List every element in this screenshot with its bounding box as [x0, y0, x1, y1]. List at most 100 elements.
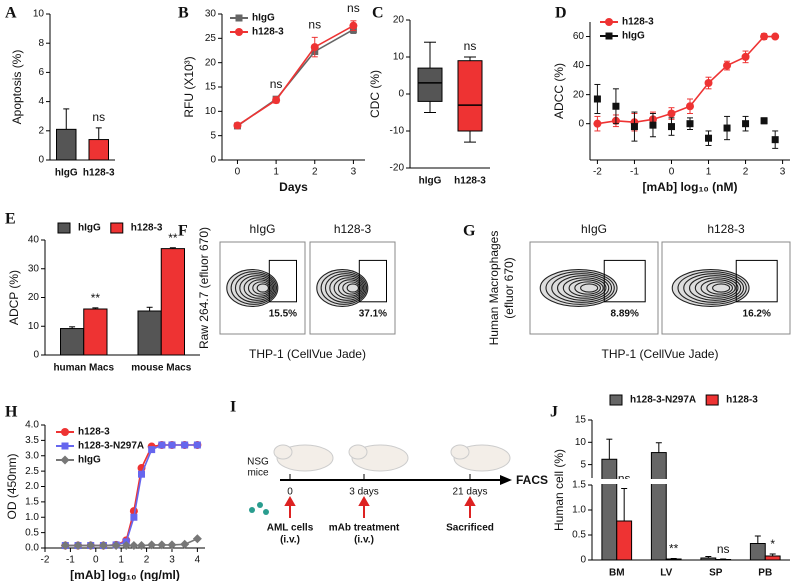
contour — [694, 277, 739, 299]
x-tick-label: 3 — [780, 167, 786, 178]
legend-swatch — [110, 222, 124, 234]
marker — [593, 95, 601, 103]
y-tick-label: 3.0 — [25, 450, 39, 461]
y-tick-label: 0 — [38, 155, 44, 166]
y-tick-label: 10 — [33, 9, 45, 20]
contour — [346, 283, 360, 293]
panel-letter: D — [555, 5, 567, 22]
annotation: ns — [464, 39, 477, 53]
y-axis-label: OD (450nm) — [5, 453, 19, 519]
marker — [168, 441, 176, 449]
marker — [667, 109, 676, 118]
marker — [192, 534, 202, 544]
panel-letter: F — [178, 223, 188, 240]
bar — [764, 555, 781, 561]
timeline-ticks — [289, 474, 471, 480]
axis-break — [586, 479, 790, 484]
gate-percent: 15.5% — [269, 308, 297, 319]
marker — [73, 541, 83, 551]
x-tick-label: 4 — [195, 555, 201, 566]
y-tick-label: 0.5 — [572, 530, 586, 541]
panel-letter: C — [372, 5, 384, 22]
marker — [630, 123, 638, 131]
event-label: mAb treatment — [329, 523, 400, 534]
y-tick-label: 40 — [28, 235, 40, 246]
y-tick-label: 10 — [575, 437, 587, 448]
x-tick-label: -1 — [66, 555, 75, 566]
marker — [605, 32, 613, 40]
marker — [61, 442, 69, 450]
error-bar — [169, 247, 176, 249]
bar — [601, 458, 618, 561]
y-tick-label: 10 — [205, 106, 217, 117]
gate-percent: 16.2% — [743, 308, 771, 319]
contour — [234, 273, 276, 303]
marker — [130, 513, 138, 521]
contour — [333, 277, 364, 299]
marker — [686, 120, 694, 128]
y-tick-label: 0 — [210, 155, 216, 166]
marker — [60, 541, 70, 551]
mouse-label: mice — [247, 468, 269, 479]
bar — [137, 310, 162, 356]
error-bar — [705, 556, 712, 558]
annotation: ns — [92, 110, 105, 124]
marker — [157, 540, 167, 550]
x-tick-label: human Macs — [53, 363, 114, 374]
contour — [574, 281, 601, 295]
x-tick-label: PB — [758, 568, 772, 579]
x-tick-label: -2 — [41, 555, 50, 566]
y-tick-label: 30 — [205, 9, 217, 20]
y-axis-label: Human cell (%) — [552, 449, 566, 531]
contour — [551, 273, 613, 303]
error-bar — [69, 326, 76, 329]
gate-percent: 8.89% — [611, 308, 639, 319]
y-tick-label: 20 — [28, 292, 40, 303]
x-tick-label: 0 — [235, 167, 241, 178]
panel-letter: H — [5, 404, 18, 421]
marker — [137, 541, 147, 551]
y-tick-label: 8 — [38, 38, 44, 49]
event-label: (i.v.) — [280, 535, 300, 546]
marker — [158, 441, 166, 449]
bar — [700, 557, 717, 561]
y-axis-label: Human Macrophages — [487, 231, 501, 346]
marker — [760, 32, 769, 41]
y-tick-label: 60 — [573, 31, 585, 42]
error-bar — [621, 488, 628, 521]
contour — [239, 275, 275, 301]
contour — [256, 283, 270, 293]
bar — [665, 558, 682, 561]
time-label: 3 days — [349, 487, 378, 498]
contour — [706, 281, 733, 295]
error-bar — [92, 307, 99, 309]
marker — [60, 455, 70, 465]
contour — [247, 279, 272, 297]
legend-label: h128-3 — [622, 17, 654, 28]
series-line — [237, 28, 354, 127]
y-axis-label: ADCP (%) — [7, 270, 21, 325]
marker — [771, 32, 780, 41]
y-tick-label: 10 — [28, 321, 40, 332]
y-tick-label: 15 — [575, 415, 587, 426]
marker — [147, 540, 157, 550]
contour — [329, 275, 365, 301]
y-tick-label: 0.0 — [25, 543, 39, 554]
annotation: ** — [669, 542, 679, 556]
marker — [704, 79, 713, 88]
box — [417, 67, 443, 102]
x-tick-label: LV — [660, 568, 672, 579]
contour — [230, 271, 278, 305]
x-tick-label: hIgG — [55, 168, 78, 179]
error-bar — [606, 438, 613, 460]
x-tick-label: 1 — [118, 555, 124, 566]
y-tick-label: 20 — [393, 15, 405, 26]
y-axis-label: Raw 264.7 (efluor 670) — [197, 227, 211, 349]
contour — [700, 279, 736, 297]
x-axis-label: [mAb] log₁₀ (ng/ml) — [70, 568, 180, 581]
timeline-panel: I NSG mice FACS 0 3 days 21 days AML cel… — [230, 399, 548, 546]
x-axis-label: [mAb] log₁₀ (nM) — [642, 180, 737, 194]
contour — [580, 283, 599, 293]
cells — [249, 502, 269, 515]
x-tick-label: -2 — [593, 167, 602, 178]
